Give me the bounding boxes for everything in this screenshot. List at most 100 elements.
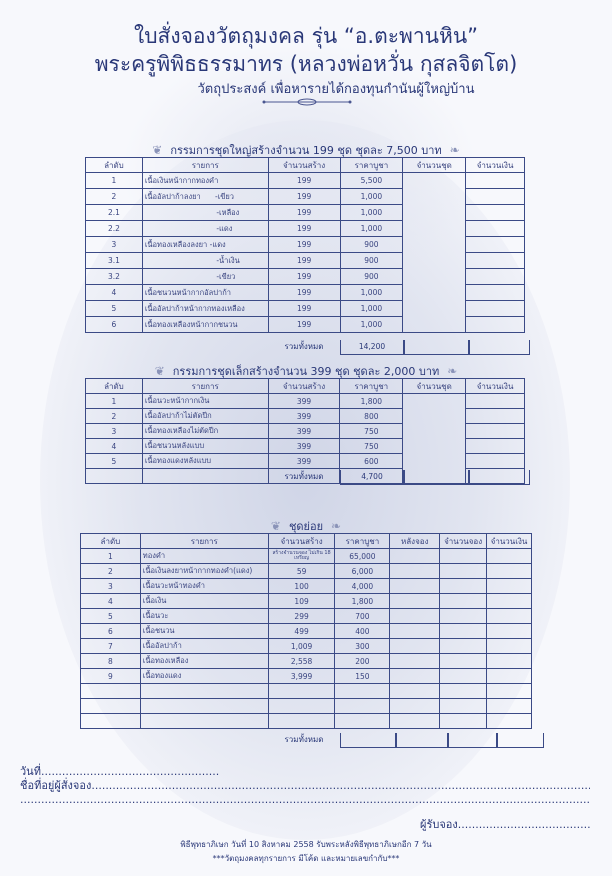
total-input[interactable] (497, 733, 544, 748)
price: 1,000 (339, 188, 404, 205)
booking-input[interactable] (389, 593, 441, 609)
orderer-address-field[interactable]: ชื่อที่อยู่ผู้สั่งจอง...................… (20, 779, 590, 792)
amount-input[interactable] (465, 423, 525, 439)
table-row: 1 ทองคำ สร้างจำนวนจอง ไม่เกิน 18 เหรียญ 65,… (80, 548, 532, 564)
quantity-made: 199 (267, 284, 341, 301)
booking-input[interactable] (439, 683, 488, 699)
amount-input[interactable] (486, 623, 532, 639)
amount-input[interactable] (486, 608, 532, 624)
column-header: ลำดับ (80, 533, 141, 549)
total-input[interactable] (404, 340, 469, 355)
set-count-input[interactable] (402, 393, 467, 484)
total-input[interactable] (448, 733, 497, 748)
amount-input[interactable] (465, 393, 525, 409)
amount-input[interactable] (465, 252, 525, 269)
row-number: 2 (85, 188, 143, 205)
orderer-label: ชื่อที่อยู่ผู้สั่งจอง (20, 779, 92, 792)
amount-input[interactable] (486, 683, 532, 699)
large-set-heading: ❦ กรรมการชุดใหญ่สร้างจำนวน 199 ชุด ชุดละ … (0, 141, 612, 159)
form-purpose: วัตถุประสงค์ เพื่อหารายได้กองทุนกำนันผู้… (197, 82, 475, 97)
amount-input[interactable] (465, 316, 525, 333)
booking-input[interactable] (439, 593, 488, 609)
amount-input[interactable] (486, 578, 532, 594)
booking-input[interactable] (439, 563, 488, 579)
item-name (141, 468, 269, 484)
amount-input[interactable] (486, 563, 532, 579)
booking-input[interactable] (389, 638, 441, 654)
row-number: 5 (85, 300, 143, 317)
column-header: จำนวนสร้าง (267, 157, 341, 173)
total-input[interactable] (404, 470, 469, 485)
date-field[interactable]: วันที่..................................… (20, 765, 220, 778)
amount-input[interactable] (465, 468, 525, 484)
booking-input[interactable] (389, 683, 441, 699)
quantity-made (267, 698, 336, 714)
amount-input[interactable] (465, 284, 525, 301)
total-input[interactable] (469, 340, 530, 355)
booking-input[interactable] (389, 608, 441, 624)
item-name: เนื้อนวะหน้ากากเงิน (141, 393, 269, 409)
booking-input[interactable] (389, 668, 441, 684)
price: 750 (339, 438, 404, 454)
table-row: 3.1 -น้ำเงิน 199 900 (85, 252, 525, 269)
amount-input[interactable] (465, 268, 525, 285)
price: 1,000 (339, 316, 404, 333)
booking-input[interactable] (389, 563, 441, 579)
total-input[interactable] (396, 733, 448, 748)
booking-input[interactable] (439, 668, 488, 684)
price (334, 683, 391, 699)
booking-input[interactable] (439, 698, 488, 714)
booking-input[interactable] (439, 638, 488, 654)
table-row: 7 เนื้ออัลปาก้า 1,009 300 (80, 638, 532, 654)
column-header: ราคาบูชา (334, 533, 391, 549)
booking-input[interactable] (439, 653, 488, 669)
address-continuation-field[interactable]: ........................................… (20, 793, 590, 806)
amount-input[interactable] (465, 300, 525, 317)
form-title: ใบสั่งจองวัตถุมงคล รุ่น “อ.ตะพานหิน” (133, 24, 479, 48)
amount-input[interactable] (465, 236, 525, 253)
column-header: จำนวนชุด (402, 378, 467, 394)
booking-input[interactable] (439, 578, 488, 594)
table-row: 3 เนื้อนวะหน้าทองคำ 100 4,000 (80, 578, 532, 594)
amount-input[interactable] (465, 204, 525, 221)
booking-input[interactable] (439, 608, 488, 624)
column-header: ราคาบูชา (339, 157, 404, 173)
booking-input[interactable] (439, 713, 488, 729)
booking-input[interactable] (389, 623, 441, 639)
amount-input[interactable] (486, 653, 532, 669)
amount-input[interactable] (486, 698, 532, 714)
amount-input[interactable] (465, 408, 525, 424)
booking-input[interactable] (439, 623, 488, 639)
booking-input[interactable] (439, 548, 488, 564)
booking-input[interactable] (389, 713, 441, 729)
small-set-total-row: รวมทั้งหมด 4,700 (268, 470, 530, 485)
amount-input[interactable] (486, 638, 532, 654)
item-name: เนื้อนวะหน้าทองคำ (139, 578, 269, 594)
booking-input[interactable] (389, 653, 441, 669)
price: 4,000 (334, 578, 391, 594)
price: 900 (339, 268, 404, 285)
amount-input[interactable] (465, 453, 525, 469)
price: 65,000 (334, 548, 391, 564)
amount-input[interactable] (486, 548, 532, 564)
quantity-made: 100 (267, 578, 336, 594)
row-number (80, 683, 141, 699)
amount-input[interactable] (486, 713, 532, 729)
row-number: 7 (80, 638, 141, 654)
amount-input[interactable] (486, 668, 532, 684)
receiver-field[interactable]: ผู้รับจอง...............................… (420, 818, 590, 831)
booking-input[interactable] (389, 578, 441, 594)
amount-input[interactable] (465, 172, 525, 189)
amount-input[interactable] (465, 438, 525, 454)
amount-input[interactable] (465, 188, 525, 205)
quantity-made: 2,558 (267, 653, 336, 669)
booking-input[interactable] (389, 698, 441, 714)
item-name (139, 713, 269, 729)
price: 600 (339, 453, 404, 469)
amount-input[interactable] (465, 220, 525, 237)
booking-input[interactable] (389, 548, 441, 564)
amount-input[interactable] (486, 593, 532, 609)
total-input[interactable] (469, 470, 530, 485)
table-row: 9 เนื้อทองแดง 3,999 150 (80, 668, 532, 684)
set-count-input[interactable] (402, 172, 467, 333)
